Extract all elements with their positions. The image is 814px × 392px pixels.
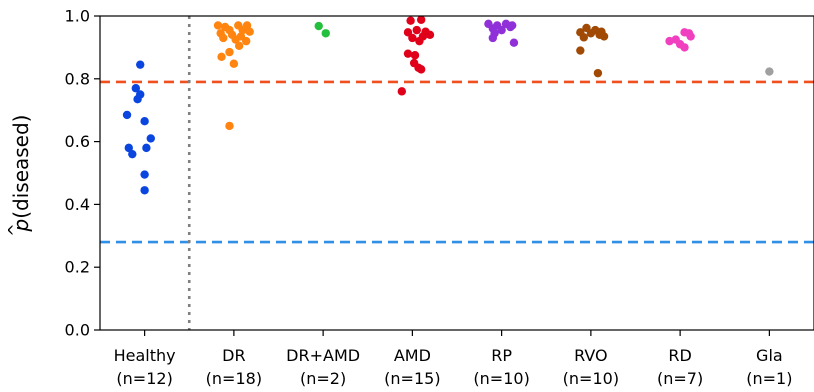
data-point-healthy bbox=[131, 84, 141, 93]
data-point-dr bbox=[245, 27, 254, 36]
data-point-healthy bbox=[122, 110, 132, 120]
x-tick-label-healthy: Healthy bbox=[114, 346, 176, 365]
data-point-dr bbox=[231, 35, 240, 44]
x-tick-count-label: (n=18) bbox=[206, 369, 262, 388]
data-point-healthy bbox=[142, 143, 151, 153]
y-axis-ticks: 0.0 0.2 0.4 0.6 0.8 1.0 bbox=[65, 7, 100, 340]
x-tick-count-label: (n=10) bbox=[473, 369, 529, 388]
y-axis-label-rest: (diseased) bbox=[9, 115, 33, 219]
x-tick-label-rvo: RVO bbox=[574, 346, 608, 365]
data-point-dr bbox=[241, 36, 251, 46]
data-point-healthy bbox=[140, 170, 149, 179]
y-tick-label: 0.2 bbox=[65, 258, 90, 277]
x-tick-count-label: (n=15) bbox=[384, 369, 440, 388]
x-tick-label-dr-amd: DR+AMD bbox=[286, 346, 360, 365]
y-tick-label: 1.0 bbox=[65, 7, 90, 26]
data-point-dr-amd bbox=[321, 29, 330, 38]
plot-frame bbox=[99, 15, 814, 331]
data-point-rd bbox=[665, 36, 674, 46]
data-point-gla bbox=[765, 67, 774, 76]
y-tick-label: 0.0 bbox=[65, 321, 90, 340]
data-point-healthy bbox=[140, 116, 149, 126]
data-point-rp bbox=[509, 38, 519, 47]
data-point-dr bbox=[225, 47, 234, 57]
x-tick-label-rd: RD bbox=[668, 346, 691, 365]
data-point-dr-amd bbox=[314, 21, 323, 31]
data-point-dr bbox=[213, 21, 223, 30]
data-point-amd bbox=[425, 30, 435, 40]
data-point-amd bbox=[406, 16, 415, 25]
data-point-rp bbox=[506, 22, 515, 32]
data-point-amd bbox=[416, 65, 426, 74]
x-tick-count-label: (n=1) bbox=[746, 369, 792, 388]
data-points bbox=[122, 15, 774, 195]
data-point-healthy bbox=[128, 149, 137, 159]
y-axis-label: p(diseased) bbox=[9, 115, 33, 233]
data-point-healthy bbox=[124, 143, 133, 153]
data-point-rvo bbox=[593, 68, 603, 78]
x-tick-count-label: (n=12) bbox=[116, 369, 172, 388]
data-point-rp bbox=[497, 25, 506, 35]
data-point-rd bbox=[680, 43, 689, 52]
y-tick-label: 0.6 bbox=[65, 132, 90, 151]
data-point-amd bbox=[416, 15, 426, 24]
data-point-rvo bbox=[599, 32, 609, 41]
x-tick-count-label: (n=10) bbox=[563, 369, 619, 388]
data-point-rd bbox=[686, 32, 695, 41]
data-point-amd bbox=[403, 49, 413, 58]
data-point-rvo bbox=[586, 29, 596, 38]
reference-lines bbox=[100, 16, 814, 330]
data-point-rvo bbox=[576, 46, 585, 55]
data-point-amd bbox=[415, 36, 424, 46]
data-point-dr bbox=[217, 52, 226, 62]
data-point-dr bbox=[234, 41, 244, 51]
x-tick-label-rp: RP bbox=[491, 346, 512, 365]
data-point-dr bbox=[225, 121, 234, 131]
data-point-rvo bbox=[579, 33, 589, 42]
y-tick-label: 0.8 bbox=[65, 69, 90, 88]
data-point-amd bbox=[397, 87, 407, 96]
data-point-amd bbox=[412, 25, 421, 35]
x-tick-count-label: (n=2) bbox=[300, 369, 346, 388]
y-tick-label: 0.4 bbox=[65, 195, 90, 214]
data-point-amd bbox=[403, 28, 413, 37]
data-point-healthy bbox=[133, 95, 142, 104]
data-point-healthy bbox=[140, 186, 149, 195]
data-point-amd bbox=[408, 33, 417, 43]
x-axis-ticks: Healthy (n=12) DR (n=18) DR+AMD (n=2) AMD (n=15… bbox=[114, 330, 792, 388]
y-axis-label-base: p bbox=[9, 219, 33, 233]
x-tick-label-amd: AMD bbox=[394, 346, 431, 365]
x-tick-label-dr: DR bbox=[222, 346, 245, 365]
data-point-amd bbox=[410, 51, 420, 60]
data-point-healthy bbox=[136, 60, 145, 69]
x-tick-label-gla: Gla bbox=[756, 346, 783, 365]
data-point-healthy bbox=[146, 134, 155, 143]
data-point-rp bbox=[488, 33, 498, 43]
y-axis-label-hat: ^ bbox=[5, 223, 24, 236]
data-point-dr bbox=[219, 33, 228, 43]
data-point-dr bbox=[229, 59, 239, 68]
x-tick-count-label: (n=7) bbox=[657, 369, 703, 388]
